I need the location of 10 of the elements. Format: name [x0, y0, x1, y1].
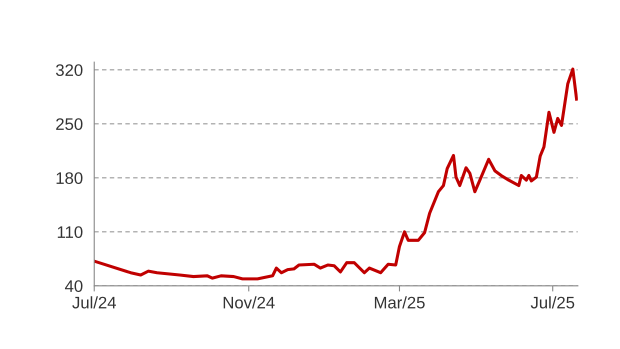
line-series — [94, 68, 578, 280]
x-tick-label: Jul/25 — [530, 296, 574, 308]
x-tick-label: Nov/24 — [224, 296, 275, 308]
y-tick-label: 250 — [56, 118, 82, 130]
y-tick-label: 110 — [58, 226, 82, 238]
y-tick-label: 40 — [64, 280, 82, 292]
x-tick-label: Mar/25 — [374, 296, 425, 308]
x-tick-label: Jul/24 — [72, 296, 116, 308]
y-tick-label: 320 — [56, 64, 82, 76]
y-tick-label: 180 — [56, 172, 82, 184]
